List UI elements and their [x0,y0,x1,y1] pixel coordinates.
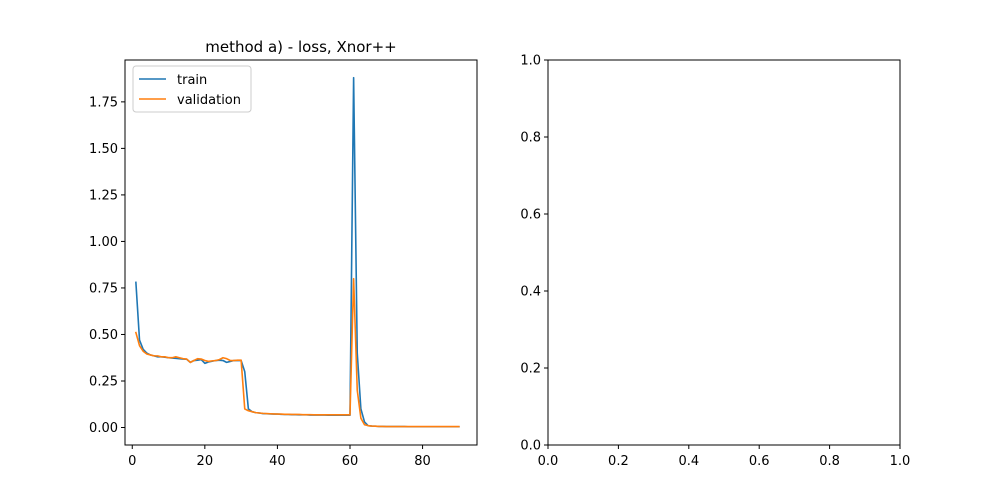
right-plot-x-tick-label: 0.8 [819,454,840,469]
right-plot-y-tick-label: 0.4 [520,285,541,300]
right-plot-x-tick-label: 1.0 [890,454,911,469]
right-plot-ticks: 0.0 0.2 0.4 0.6 0.8 1.0 0.0 0.2 0.4 0.6 0.8 1.0 [520,54,910,470]
left-plot-y-tick-label: 1.50 [89,142,118,157]
left-plot-y-tick-label: 0.25 [89,374,118,389]
left-plot-ticks: 0 20 40 60 80 0.00 0.25 0.50 0.75 1.00 1.25 1.50 1.7… [89,95,431,469]
left-plot-y-tick-label: 1.00 [89,235,118,250]
left-plot-x-tick-label: 80 [414,454,431,469]
left-plot-title: method a) - loss, Xnor++ [205,38,396,56]
right-plot-x-tick-label: 0.6 [749,454,770,469]
right-plot: 0.0 0.2 0.4 0.6 0.8 1.0 0.0 0.2 0.4 0.6 0.8 1.0 [520,54,910,470]
right-plot-x-tick-label: 0.2 [608,454,629,469]
legend-train-label: train [177,73,207,88]
right-plot-frame [547,59,901,446]
series-line-validation [134,277,460,428]
left-plot-y-tick-label: 0.75 [89,281,118,296]
left-plot-x-tick-label: 20 [197,454,214,469]
left-plot-y-tick-label: 1.75 [89,95,118,110]
left-plot: method a) - loss, Xnor++ 0 20 40 60 80 0.00 0.… [89,38,478,469]
left-plot-frame [124,59,478,446]
right-plot-x-tick-label: 0.4 [678,454,699,469]
left-plot-x-tick-label: 60 [342,454,359,469]
left-plot-y-tick-label: 0.50 [89,328,118,343]
left-plot-series [134,76,460,428]
right-plot-y-tick-label: 1.0 [520,54,541,69]
right-plot-x-tick-label: 0.0 [538,454,559,469]
legend-box [132,65,252,113]
right-plot-y-tick-label: 0.6 [520,208,541,223]
right-plot-y-tick-label: 0.2 [520,362,541,377]
right-plot-y-tick-label: 0.8 [520,131,541,146]
left-plot-x-tick-label: 40 [269,454,286,469]
left-plot-x-tick-label: 0 [128,454,136,469]
left-plot-y-tick-label: 1.25 [89,188,118,203]
right-plot-y-tick-label: 0.0 [520,439,541,454]
left-plot-y-tick-label: 0.00 [89,421,118,436]
legend: train validation [132,65,252,113]
legend-validation-label: validation [177,93,241,108]
